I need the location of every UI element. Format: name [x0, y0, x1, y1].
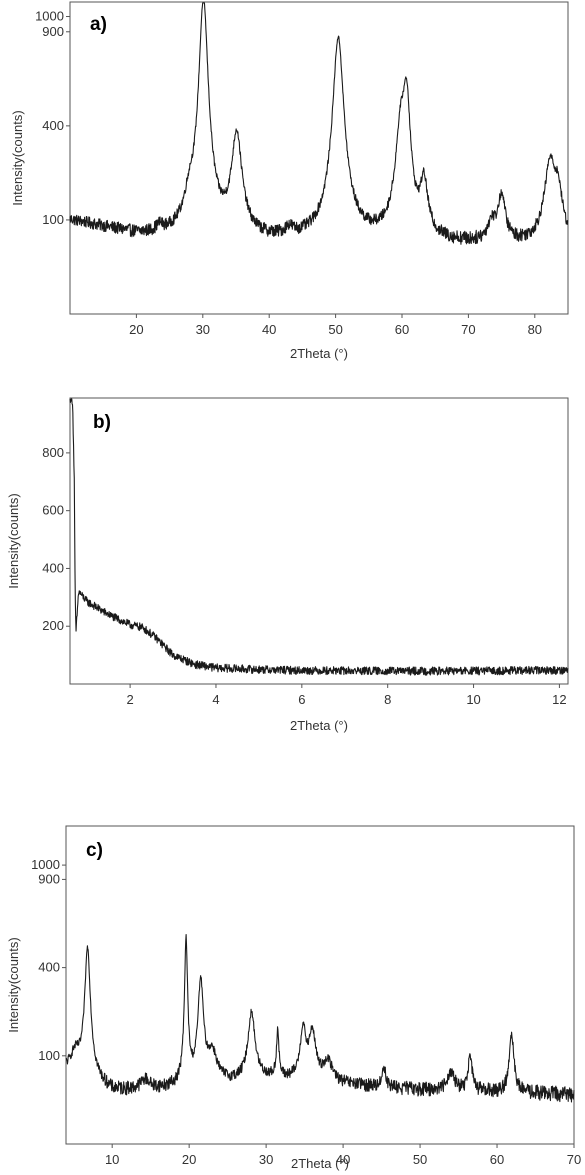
x-tick-label: 70: [461, 322, 475, 337]
y-tick-label: 900: [42, 24, 64, 39]
x-tick-label: 20: [182, 1152, 196, 1167]
x-tick-label: 70: [567, 1152, 581, 1167]
x-tick-label: 50: [328, 322, 342, 337]
y-tick-label: 900: [38, 871, 60, 886]
x-tick-label: 60: [395, 322, 409, 337]
y-tick-label: 100: [38, 1048, 60, 1063]
plot-frame: [69, 397, 569, 685]
y-tick-label: 800: [42, 445, 64, 460]
x-tick-label: 50: [413, 1152, 427, 1167]
y-axis-title: Intensity(counts): [6, 937, 21, 1032]
x-tick-label: 60: [490, 1152, 504, 1167]
x-tick-label: 6: [298, 692, 305, 707]
plot-frame: [69, 1, 569, 315]
plot-frame: [65, 825, 575, 1145]
x-tick-label: 30: [196, 322, 210, 337]
y-tick-label: 400: [42, 118, 64, 133]
panel-label: c): [86, 840, 103, 861]
x-tick-label: 2: [126, 692, 133, 707]
y-tick-label: 100: [42, 212, 64, 227]
x-tick-label: 30: [259, 1152, 273, 1167]
x-tick-label: 10: [466, 692, 480, 707]
x-axis-title: 2Theta (°): [291, 1156, 349, 1171]
x-tick-label: 80: [528, 322, 542, 337]
y-tick-label: 1000: [31, 857, 60, 872]
y-tick-label: 600: [42, 503, 64, 518]
xrd-trace: [69, 2, 569, 245]
y-tick-label: 200: [42, 618, 64, 633]
y-axis-title: Intensity(counts): [10, 110, 25, 205]
x-tick-label: 40: [336, 1152, 350, 1167]
x-tick-label: 40: [262, 322, 276, 337]
x-axis-title: 2Theta (°): [290, 346, 348, 361]
x-tick-label: 20: [129, 322, 143, 337]
x-axis-title: 2Theta (°): [290, 718, 348, 733]
y-axis-title: Intensity(counts): [6, 493, 21, 588]
y-tick-label: 400: [42, 560, 64, 575]
chart-panel-2: 2 4 6 8 10 12 200 400 600 800 2Theta (°) Intensity(…: [6, 397, 569, 733]
y-tick-label: 1000: [35, 9, 64, 24]
x-tick-label: 4: [212, 692, 219, 707]
xrd-trace: [65, 934, 575, 1103]
panel-label: b): [93, 412, 111, 433]
x-tick-label: 12: [552, 692, 566, 707]
panel-label: a): [90, 14, 107, 35]
y-tick-label: 400: [38, 960, 60, 975]
x-tick-label: 8: [384, 692, 391, 707]
x-tick-label: 10: [105, 1152, 119, 1167]
xrd-trace: [69, 398, 569, 676]
